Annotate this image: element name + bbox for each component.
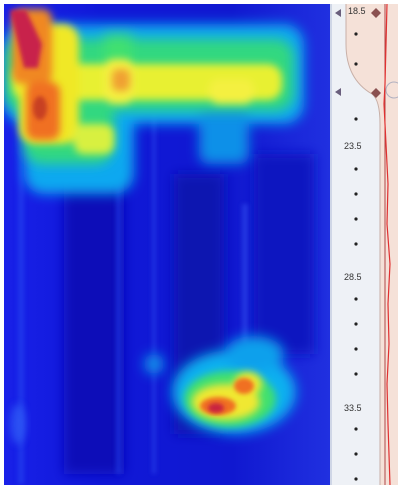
lower-hotspot-peak: [208, 403, 224, 413]
pressure-trace: [383, 4, 391, 485]
depth-scale-graphic: [335, 4, 398, 485]
low-pressure-regions: [64, 154, 314, 474]
vertical-streaks: [18, 44, 248, 484]
depth-label-18-5: 18.5: [348, 6, 366, 16]
depth-label-23-5: 23.5: [344, 141, 362, 151]
depth-label-33-5: 33.5: [344, 403, 362, 413]
upper-band-peak: [10, 10, 47, 120]
mid-left-marker[interactable]: [335, 88, 341, 96]
pressure-heatmap: [4, 4, 330, 485]
heatmap-canvas: [4, 4, 330, 485]
depth-label-28-5: 28.5: [344, 272, 362, 282]
depth-scale-panel: 18.5 23.5 28.5 33.5: [332, 4, 398, 485]
mid-diamond-marker[interactable]: [371, 88, 381, 98]
panel-divider: [330, 4, 332, 485]
handle-circle[interactable]: [385, 81, 398, 99]
top-diamond-marker[interactable]: [371, 8, 381, 18]
depth-dots: [354, 32, 358, 481]
top-left-marker[interactable]: [335, 9, 341, 17]
bottom-left-speckle: [10, 404, 26, 444]
